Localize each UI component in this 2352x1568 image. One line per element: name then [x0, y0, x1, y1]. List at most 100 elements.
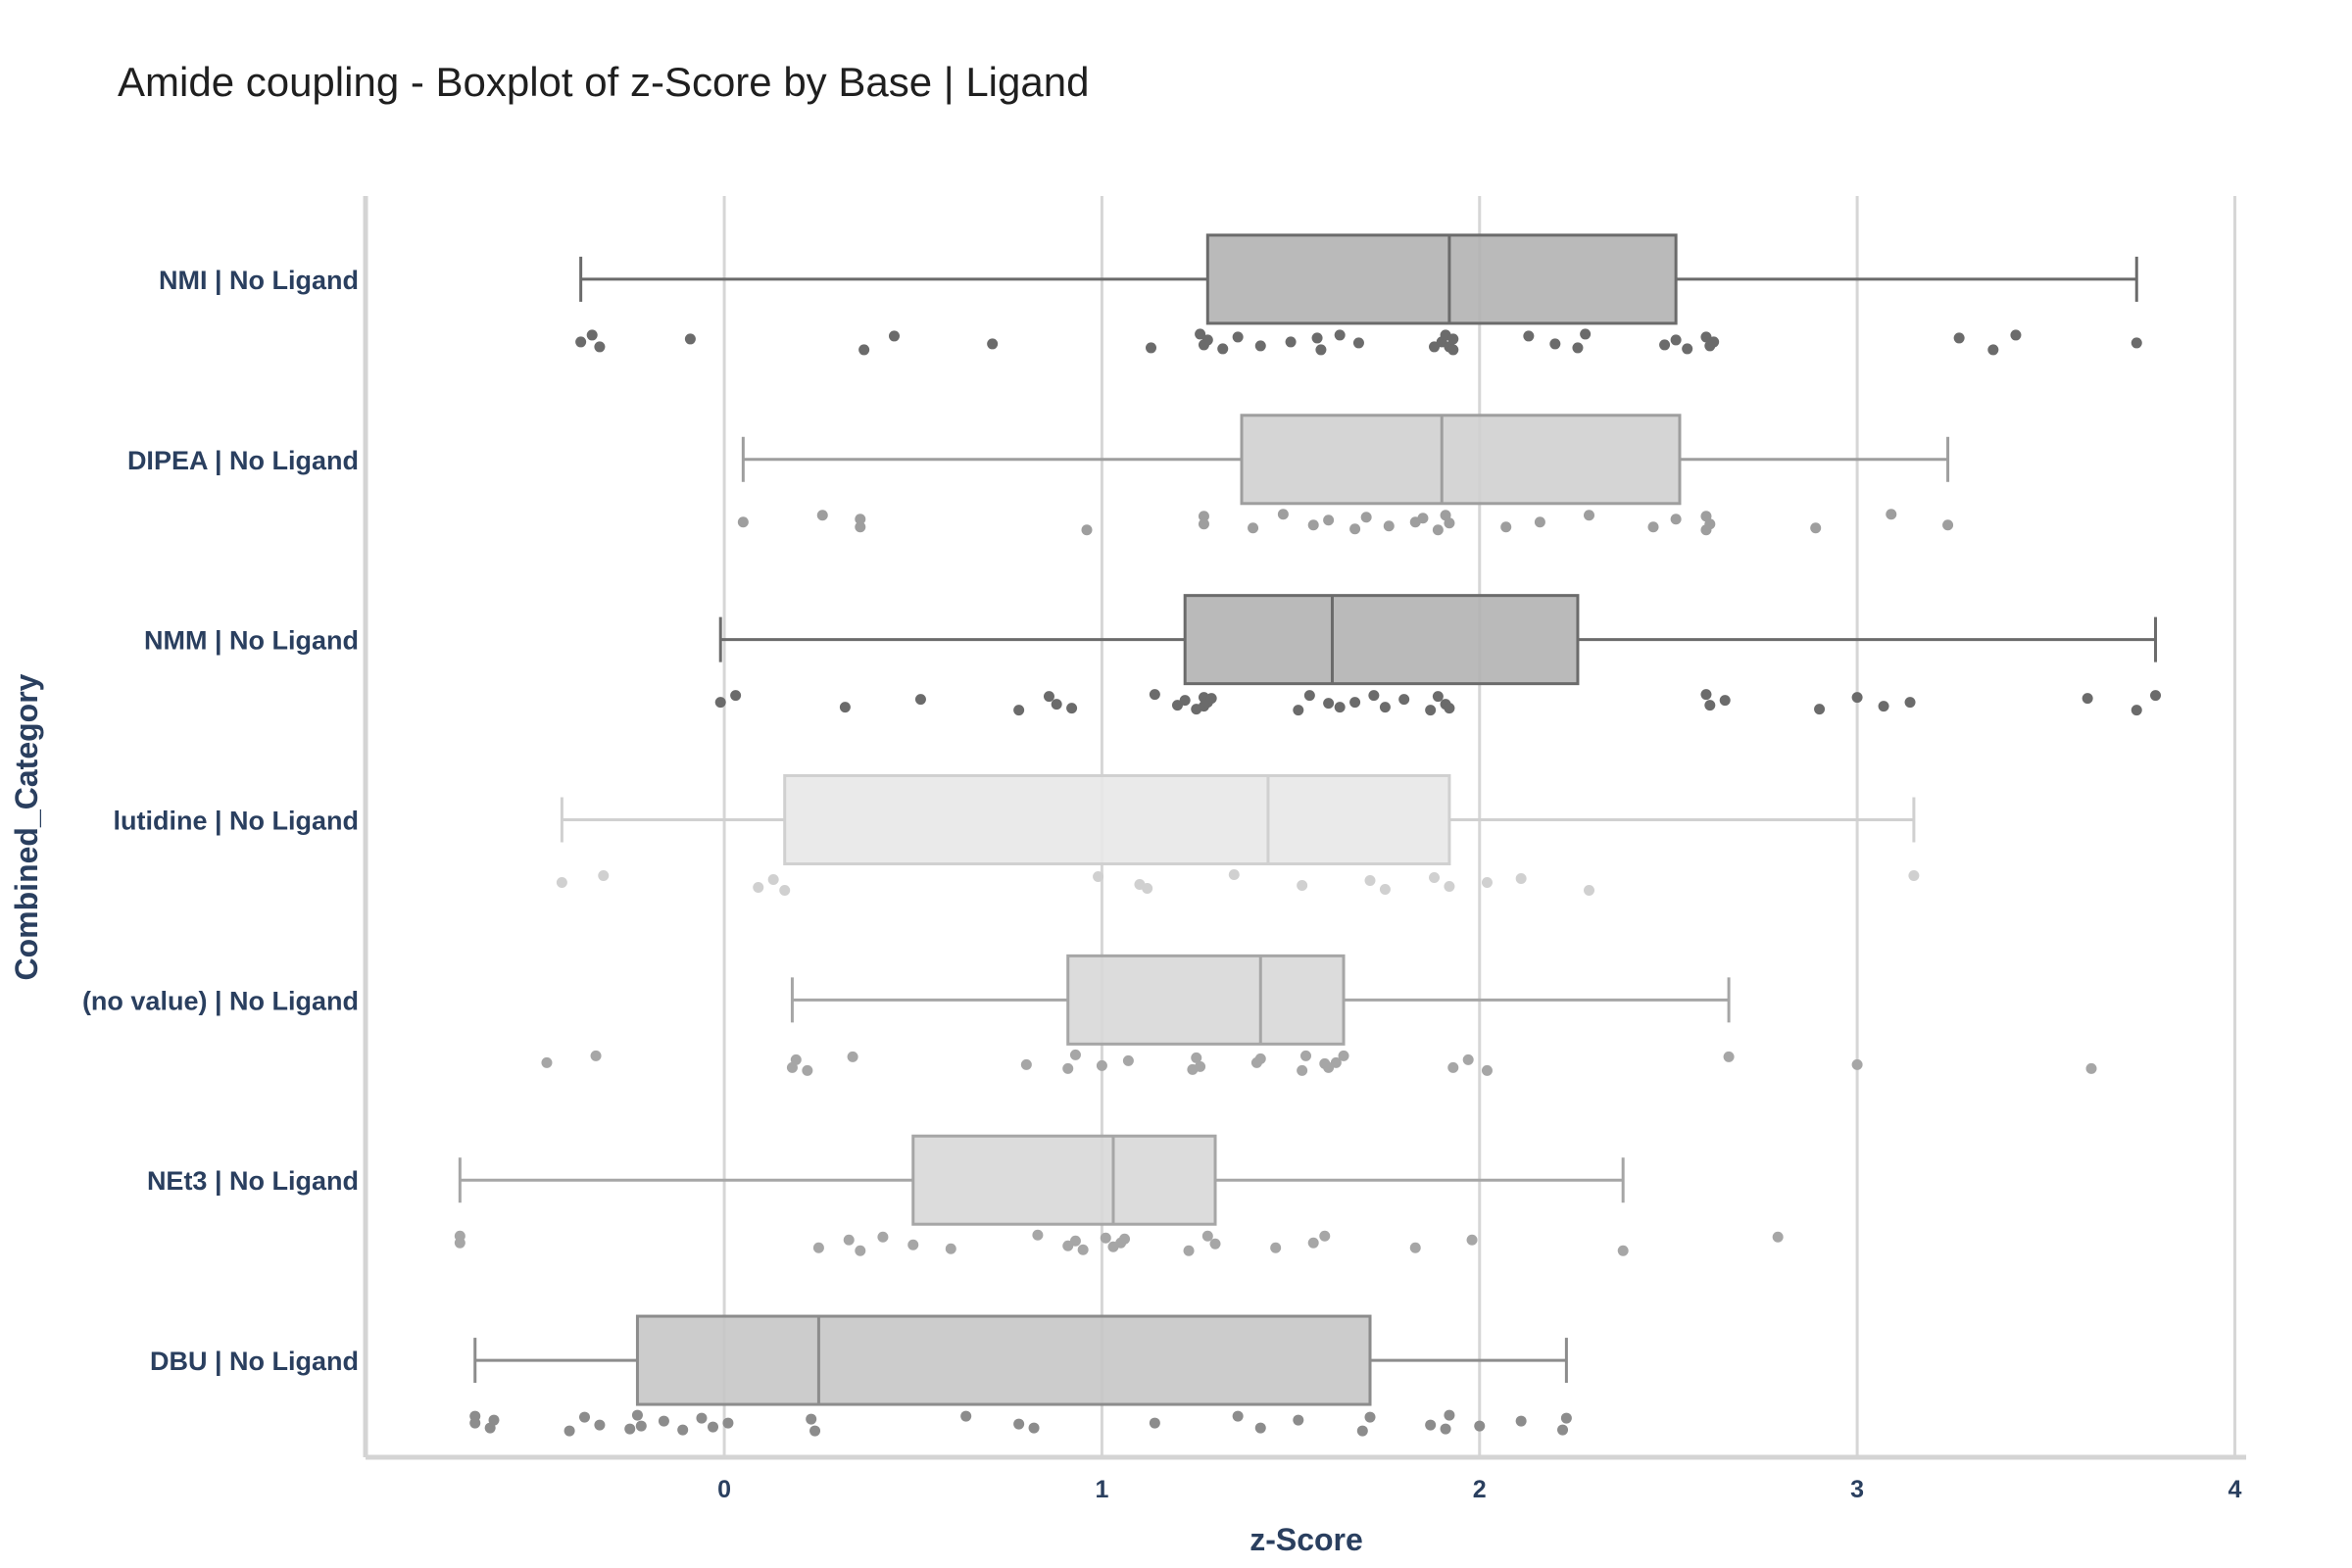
data-point [802, 1064, 813, 1076]
y-tick-labels: NMI | No Ligand DIPEA | No Ligand NMM | No… [82, 266, 359, 1376]
data-point [1851, 692, 1863, 704]
data-point [1432, 524, 1444, 536]
data-point [1447, 333, 1459, 345]
box-series [454, 233, 2162, 1437]
x-axis-label: z-Score [1250, 1522, 1363, 1557]
data-point [809, 1425, 821, 1437]
box-group [556, 774, 1920, 896]
data-point [730, 690, 742, 702]
data-point [1682, 343, 1693, 355]
data-point [1368, 690, 1380, 702]
data-point [1409, 1242, 1421, 1253]
data-point [779, 885, 791, 896]
data-point [594, 1419, 606, 1431]
data-point [541, 1056, 553, 1068]
data-point [1069, 1235, 1081, 1247]
y-tick-label: lutidine | No Ligand [113, 807, 359, 836]
data-point [714, 697, 726, 709]
data-point [987, 338, 999, 350]
data-point [1179, 695, 1191, 707]
box-group [575, 233, 2142, 356]
y-tick-label: NMI | No Ligand [159, 266, 359, 295]
data-point [1303, 690, 1315, 702]
data-point [1659, 339, 1671, 351]
data-point [1670, 334, 1682, 346]
x-tick-label: 2 [1473, 1476, 1487, 1503]
data-point [658, 1415, 669, 1427]
data-point [1254, 1053, 1266, 1064]
data-point [1013, 705, 1025, 716]
data-point [855, 514, 866, 525]
data-point [1307, 1237, 1319, 1249]
data-point [1432, 691, 1444, 703]
data-point [454, 1230, 466, 1242]
data-point [1704, 700, 1716, 711]
data-point [1020, 1058, 1032, 1070]
data-point [488, 1414, 500, 1426]
data-point [1617, 1245, 1629, 1256]
data-point [2131, 337, 2142, 349]
data-point [1878, 701, 1889, 712]
data-point [1201, 1230, 1213, 1242]
data-point [858, 344, 870, 356]
data-point [598, 870, 610, 881]
data-point [1352, 337, 1364, 349]
data-point [1198, 518, 1209, 530]
data-point [1379, 884, 1391, 895]
data-point [1232, 331, 1244, 343]
data-point [2131, 705, 2142, 716]
data-point [1466, 1234, 1478, 1246]
x-tick-label: 1 [1095, 1476, 1108, 1503]
data-point [1772, 1231, 1784, 1243]
x-tick-label: 0 [717, 1476, 731, 1503]
data-point [708, 1421, 719, 1433]
data-point [1700, 689, 1712, 701]
data-point [1444, 1409, 1455, 1421]
data-point [1096, 1059, 1107, 1071]
data-point [1851, 1058, 1863, 1070]
data-point [843, 1234, 855, 1246]
data-point [578, 1411, 590, 1423]
data-point [677, 1424, 689, 1436]
data-point [1062, 1062, 1074, 1074]
data-point [1323, 514, 1335, 526]
data-point [1013, 1418, 1025, 1430]
y-tick-label: DBU | No Ligand [150, 1347, 359, 1376]
data-point [1293, 1414, 1304, 1426]
data-point [1557, 1424, 1569, 1436]
data-point [1810, 522, 1822, 534]
data-point [590, 1050, 602, 1061]
data-point [1081, 524, 1093, 536]
data-point [1647, 521, 1659, 533]
data-point [1953, 332, 1965, 344]
data-point [1814, 704, 1826, 715]
data-point [737, 516, 749, 528]
data-point [722, 1417, 734, 1429]
data-point [1191, 1052, 1202, 1063]
data-point [1315, 344, 1327, 356]
data-point [1549, 338, 1561, 350]
data-point [1149, 689, 1160, 701]
data-point [1383, 520, 1395, 532]
data-point [1349, 697, 1361, 709]
data-point [1119, 1233, 1131, 1245]
y-tick-label: DIPEA | No Ligand [127, 446, 359, 475]
data-point [1051, 699, 1062, 710]
data-point [1032, 1229, 1044, 1241]
data-point [635, 1420, 647, 1432]
box-group [714, 594, 2162, 716]
data-point [1142, 883, 1153, 894]
data-point [1254, 340, 1266, 352]
data-point [1349, 523, 1361, 535]
y-tick-label: (no value) | No Ligand [82, 986, 359, 1015]
data-point [575, 336, 587, 348]
data-point [847, 1051, 858, 1062]
data-point [1481, 1064, 1493, 1076]
data-point [1474, 1420, 1486, 1432]
data-point [1277, 509, 1289, 520]
data-point [907, 1239, 919, 1250]
box-group [737, 414, 1954, 536]
x-tick-label: 3 [1850, 1476, 1864, 1503]
data-point [1205, 693, 1217, 705]
data-point [888, 330, 900, 342]
